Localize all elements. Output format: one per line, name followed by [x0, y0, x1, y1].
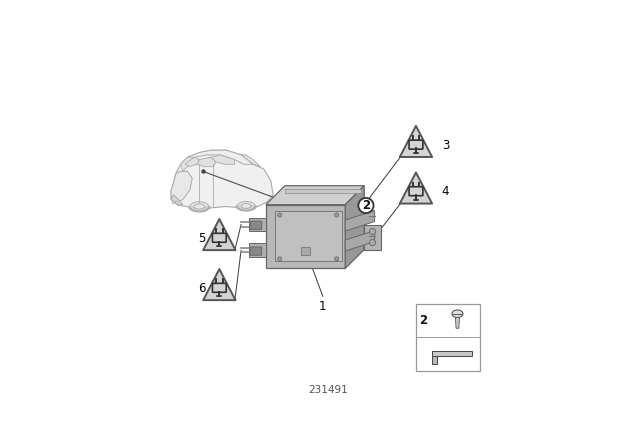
FancyBboxPatch shape — [409, 187, 423, 196]
Text: 5: 5 — [198, 232, 205, 245]
Text: 2: 2 — [419, 314, 428, 327]
Polygon shape — [250, 218, 266, 232]
Polygon shape — [241, 155, 260, 167]
Polygon shape — [171, 150, 273, 209]
Polygon shape — [285, 189, 361, 193]
Text: 2: 2 — [362, 199, 370, 212]
Ellipse shape — [172, 201, 175, 204]
Text: 1: 1 — [319, 301, 326, 314]
Polygon shape — [194, 204, 205, 209]
Polygon shape — [188, 150, 253, 164]
FancyBboxPatch shape — [212, 283, 226, 292]
Circle shape — [335, 213, 339, 217]
Polygon shape — [171, 195, 183, 205]
Polygon shape — [345, 231, 374, 251]
Polygon shape — [400, 172, 432, 203]
Polygon shape — [266, 205, 345, 268]
Polygon shape — [197, 157, 216, 167]
Polygon shape — [211, 155, 234, 164]
Polygon shape — [432, 356, 437, 364]
Circle shape — [335, 257, 339, 261]
Polygon shape — [180, 157, 195, 171]
Polygon shape — [189, 207, 210, 212]
Polygon shape — [171, 171, 192, 202]
Polygon shape — [250, 244, 266, 257]
Text: 4: 4 — [442, 185, 449, 198]
Circle shape — [369, 228, 376, 235]
Polygon shape — [275, 211, 342, 261]
Circle shape — [278, 257, 282, 261]
Circle shape — [369, 240, 376, 246]
FancyBboxPatch shape — [250, 247, 262, 255]
Polygon shape — [432, 351, 472, 356]
Polygon shape — [456, 318, 460, 328]
Polygon shape — [400, 126, 432, 157]
Polygon shape — [345, 186, 364, 268]
Ellipse shape — [452, 310, 463, 318]
Polygon shape — [345, 211, 374, 231]
FancyBboxPatch shape — [416, 304, 480, 371]
Polygon shape — [241, 203, 251, 208]
Polygon shape — [203, 269, 236, 300]
Ellipse shape — [175, 201, 177, 204]
FancyBboxPatch shape — [212, 233, 226, 242]
Polygon shape — [266, 186, 364, 205]
Polygon shape — [203, 219, 236, 250]
FancyBboxPatch shape — [409, 140, 423, 149]
Polygon shape — [185, 157, 199, 167]
FancyBboxPatch shape — [301, 247, 310, 255]
Text: 6: 6 — [198, 282, 205, 295]
Polygon shape — [364, 225, 381, 250]
FancyBboxPatch shape — [250, 221, 262, 229]
Circle shape — [278, 213, 282, 217]
Text: 231491: 231491 — [308, 385, 348, 395]
Text: 3: 3 — [442, 139, 449, 152]
Circle shape — [358, 198, 374, 213]
Polygon shape — [236, 206, 256, 211]
